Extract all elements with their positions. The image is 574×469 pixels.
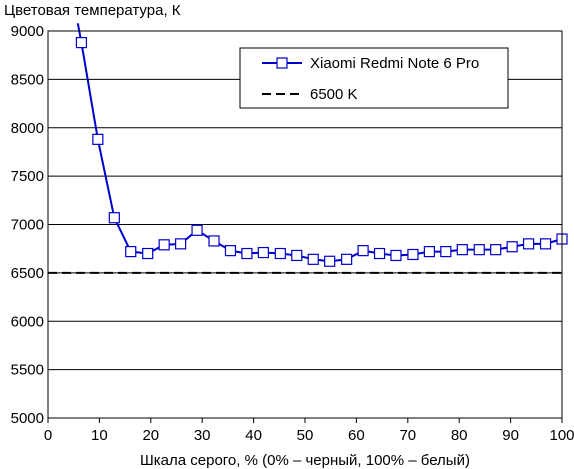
legend: Xiaomi Redmi Note 6 Pro 6500 K xyxy=(239,47,509,109)
x-tick-label-20: 20 xyxy=(142,427,159,444)
data-point-25 xyxy=(490,244,502,256)
data-point-0 xyxy=(75,37,88,49)
x-tick-label-60: 60 xyxy=(348,427,365,444)
legend-marker-series-1 xyxy=(276,57,288,69)
y-tick-label-6000: 6000 xyxy=(11,313,44,330)
legend-label-series-2: 6500 K xyxy=(310,86,358,103)
data-point-13 xyxy=(291,249,303,262)
x-tick-label-30: 30 xyxy=(194,427,211,444)
data-point-6 xyxy=(175,238,187,250)
y-tick-label-7500: 7500 xyxy=(11,168,44,185)
x-tick-label-80: 80 xyxy=(451,427,468,444)
y-tick-label-8000: 8000 xyxy=(11,120,44,137)
grid-lines xyxy=(48,78,562,371)
x-tick-label-40: 40 xyxy=(245,427,262,444)
x-axis-label: Шкала серого, % (0% – черный, 100% – бел… xyxy=(140,452,470,469)
legend-label-series-1: Xiaomi Redmi Note 6 Pro xyxy=(310,55,479,72)
plot-frame xyxy=(47,30,563,419)
chart-title: Цветовая температура, К xyxy=(4,2,181,19)
x-tick-label-0: 0 xyxy=(44,427,52,444)
data-point-22 xyxy=(440,245,452,258)
data-point-2 xyxy=(108,212,120,224)
data-point-28 xyxy=(539,238,552,250)
data-point-1 xyxy=(92,133,104,145)
x-tick-label-70: 70 xyxy=(399,427,416,444)
data-point-12 xyxy=(274,247,286,260)
data-point-24 xyxy=(473,244,485,256)
data-point-3 xyxy=(125,245,137,258)
y-tick-label-6500: 6500 xyxy=(11,265,44,282)
data-point-9 xyxy=(224,245,237,257)
x-tick-labels: 0 10 20 30 40 50 60 70 80 90 100 xyxy=(44,418,574,444)
data-point-17 xyxy=(357,245,369,257)
y-tick-label-5000: 5000 xyxy=(11,410,44,427)
data-point-20 xyxy=(407,248,419,261)
data-point-26 xyxy=(506,241,518,253)
data-point-15 xyxy=(324,255,336,267)
data-point-18 xyxy=(373,247,386,260)
x-tick-label-10: 10 xyxy=(91,427,108,444)
y-tick-label-9000: 9000 xyxy=(11,23,44,40)
data-point-7 xyxy=(191,224,203,236)
data-point-16 xyxy=(341,253,353,265)
data-point-5 xyxy=(158,239,170,251)
y-tick-labels: 5000 5500 6000 6500 7000 7500 8000 8500 9000 xyxy=(11,23,44,427)
data-point-8 xyxy=(208,235,220,247)
y-tick-label-7000: 7000 xyxy=(11,217,44,234)
data-point-21 xyxy=(423,245,435,258)
data-point-10 xyxy=(241,247,253,260)
data-point-4 xyxy=(142,247,154,260)
data-point-23 xyxy=(456,244,468,256)
x-tick-label-90: 90 xyxy=(502,427,519,444)
data-series xyxy=(75,23,568,267)
y-tick-label-5500: 5500 xyxy=(11,362,44,379)
x-tick-label-100: 100 xyxy=(549,427,574,444)
data-point-19 xyxy=(390,249,402,262)
x-tick-label-50: 50 xyxy=(297,427,314,444)
y-tick-label-8500: 8500 xyxy=(11,71,44,88)
data-point-27 xyxy=(522,238,535,250)
data-point-14 xyxy=(307,253,319,265)
data-point-11 xyxy=(257,246,269,259)
